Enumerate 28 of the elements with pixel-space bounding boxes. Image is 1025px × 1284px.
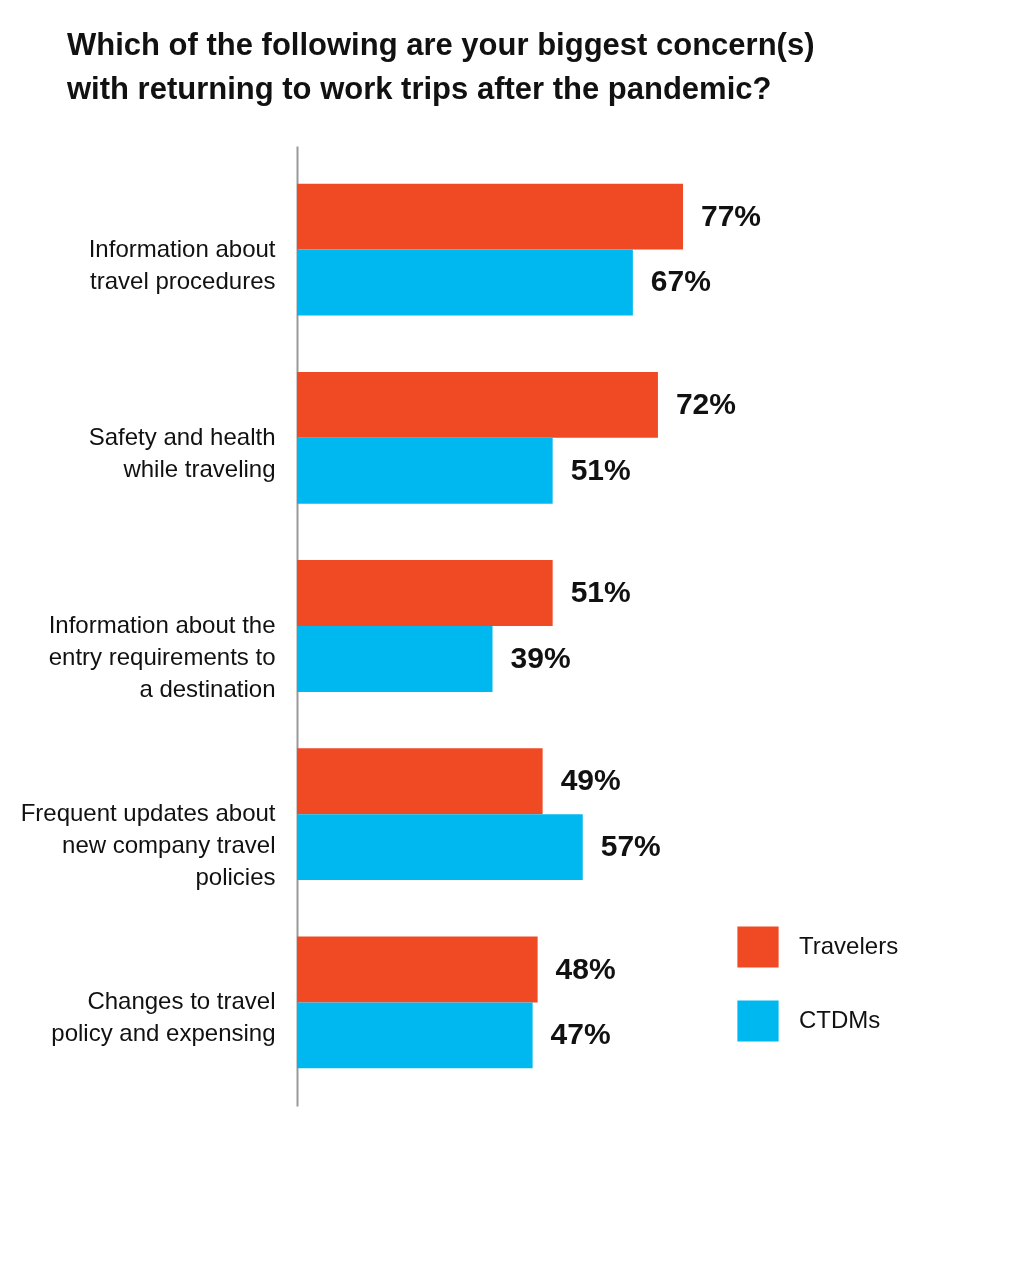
- chart-title: Which of the following are your biggest concern(s) with returning to work trips after the pandemic?: [66, 27, 815, 106]
- data-label: 51%: [570, 575, 631, 609]
- data-label: 47%: [550, 1017, 611, 1051]
- legend-label: CTDMs: [799, 1006, 881, 1033]
- bar: [297, 249, 633, 316]
- data-label: 49%: [560, 763, 621, 797]
- y-tick-label: Changes to travel policy and expensing: [51, 987, 276, 1047]
- bar: [297, 560, 553, 626]
- y-tick-label: Information about travel procedures: [88, 234, 276, 294]
- bar: [297, 1002, 533, 1069]
- bar: [297, 626, 493, 692]
- y-tick-label: Safety and health while traveling: [88, 422, 276, 482]
- data-label: 57%: [600, 829, 661, 863]
- data-label: 77%: [701, 198, 762, 232]
- bar: [297, 748, 543, 815]
- bar: [297, 936, 538, 1003]
- data-label: 72%: [675, 386, 736, 420]
- bar: [297, 371, 658, 438]
- data-label: 51%: [570, 452, 631, 486]
- bar: [297, 814, 583, 881]
- bar: [297, 437, 553, 504]
- data-label: 39%: [510, 640, 571, 674]
- data-label: 48%: [555, 951, 616, 985]
- y-tick-label: Information about the entry requirements to a destination: [48, 611, 276, 702]
- data-label: 67%: [650, 264, 711, 298]
- legend-label: Travelers: [799, 932, 899, 959]
- bar: [297, 183, 683, 250]
- y-tick-label: Frequent updates about new company travel policies: [20, 799, 276, 891]
